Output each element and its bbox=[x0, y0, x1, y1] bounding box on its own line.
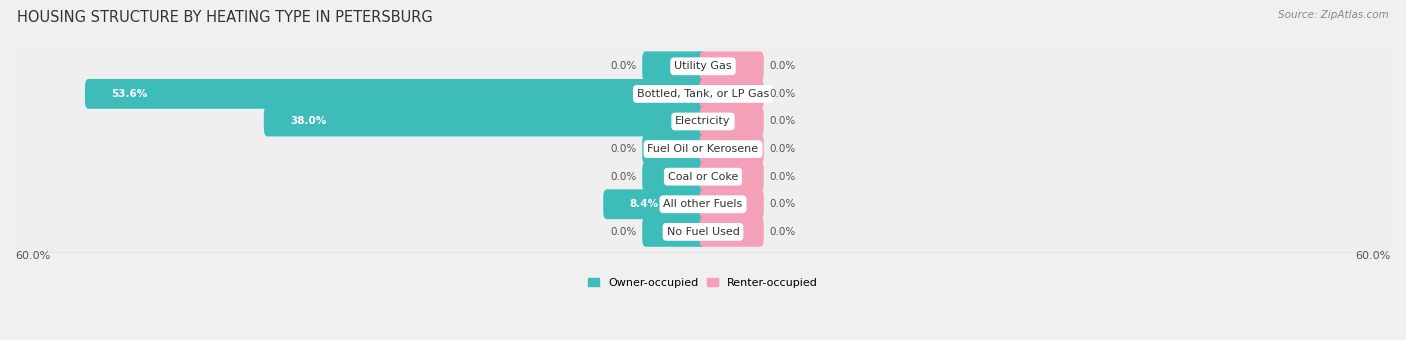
Text: 0.0%: 0.0% bbox=[769, 199, 796, 209]
FancyBboxPatch shape bbox=[10, 156, 1396, 198]
Text: 53.6%: 53.6% bbox=[111, 89, 148, 99]
FancyBboxPatch shape bbox=[700, 134, 763, 164]
Text: 0.0%: 0.0% bbox=[769, 61, 796, 71]
Text: Bottled, Tank, or LP Gas: Bottled, Tank, or LP Gas bbox=[637, 89, 769, 99]
Text: 0.0%: 0.0% bbox=[610, 172, 637, 182]
FancyBboxPatch shape bbox=[603, 189, 706, 219]
Text: Coal or Coke: Coal or Coke bbox=[668, 172, 738, 182]
Text: 0.0%: 0.0% bbox=[769, 89, 796, 99]
FancyBboxPatch shape bbox=[6, 97, 1400, 146]
FancyBboxPatch shape bbox=[643, 51, 706, 81]
Text: 0.0%: 0.0% bbox=[769, 227, 796, 237]
FancyBboxPatch shape bbox=[264, 106, 706, 136]
Text: 0.0%: 0.0% bbox=[769, 117, 796, 126]
Text: 0.0%: 0.0% bbox=[769, 172, 796, 182]
FancyBboxPatch shape bbox=[700, 79, 763, 109]
Text: 0.0%: 0.0% bbox=[610, 144, 637, 154]
FancyBboxPatch shape bbox=[6, 125, 1400, 173]
FancyBboxPatch shape bbox=[10, 46, 1396, 87]
Text: HOUSING STRUCTURE BY HEATING TYPE IN PETERSBURG: HOUSING STRUCTURE BY HEATING TYPE IN PET… bbox=[17, 10, 433, 25]
Text: Electricity: Electricity bbox=[675, 117, 731, 126]
Legend: Owner-occupied, Renter-occupied: Owner-occupied, Renter-occupied bbox=[583, 274, 823, 292]
Text: 8.4%: 8.4% bbox=[630, 199, 659, 209]
Text: No Fuel Used: No Fuel Used bbox=[666, 227, 740, 237]
FancyBboxPatch shape bbox=[10, 101, 1396, 142]
Text: Fuel Oil or Kerosene: Fuel Oil or Kerosene bbox=[647, 144, 759, 154]
Text: 60.0%: 60.0% bbox=[15, 251, 51, 261]
Text: All other Fuels: All other Fuels bbox=[664, 199, 742, 209]
FancyBboxPatch shape bbox=[643, 134, 706, 164]
Text: Utility Gas: Utility Gas bbox=[675, 61, 731, 71]
Text: 38.0%: 38.0% bbox=[290, 117, 326, 126]
FancyBboxPatch shape bbox=[10, 211, 1396, 253]
FancyBboxPatch shape bbox=[700, 106, 763, 136]
FancyBboxPatch shape bbox=[700, 51, 763, 81]
FancyBboxPatch shape bbox=[6, 152, 1400, 201]
FancyBboxPatch shape bbox=[700, 217, 763, 247]
Text: 60.0%: 60.0% bbox=[1355, 251, 1391, 261]
Text: 0.0%: 0.0% bbox=[769, 144, 796, 154]
FancyBboxPatch shape bbox=[10, 184, 1396, 225]
FancyBboxPatch shape bbox=[643, 162, 706, 191]
FancyBboxPatch shape bbox=[10, 129, 1396, 170]
FancyBboxPatch shape bbox=[84, 79, 706, 109]
Text: 0.0%: 0.0% bbox=[610, 227, 637, 237]
FancyBboxPatch shape bbox=[6, 180, 1400, 228]
FancyBboxPatch shape bbox=[10, 73, 1396, 115]
Text: 0.0%: 0.0% bbox=[610, 61, 637, 71]
FancyBboxPatch shape bbox=[6, 42, 1400, 90]
FancyBboxPatch shape bbox=[700, 189, 763, 219]
FancyBboxPatch shape bbox=[643, 217, 706, 247]
Text: Source: ZipAtlas.com: Source: ZipAtlas.com bbox=[1278, 10, 1389, 20]
FancyBboxPatch shape bbox=[6, 70, 1400, 118]
FancyBboxPatch shape bbox=[700, 162, 763, 191]
FancyBboxPatch shape bbox=[6, 208, 1400, 256]
